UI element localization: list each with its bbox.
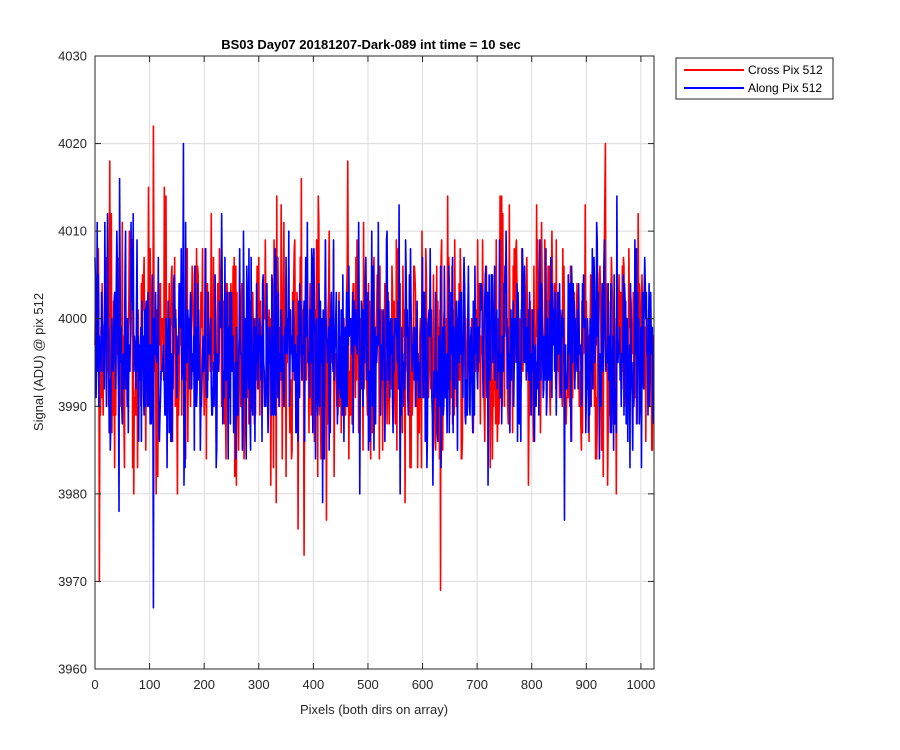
legend-box [675, 57, 834, 100]
x-tick-label: 300 [248, 677, 270, 692]
y-tick-label: 4020 [58, 136, 87, 151]
x-tick-label: 900 [575, 677, 597, 692]
y-tick-label: 3980 [58, 486, 87, 501]
legend-label-along: Along Pix 512 [748, 81, 822, 95]
legend: Cross Pix 512 Along Pix 512 [675, 57, 834, 100]
x-tick-label: 100 [139, 677, 161, 692]
x-tick-label: 1000 [626, 677, 655, 692]
x-tick-label: 800 [521, 677, 543, 692]
y-tick-label: 4010 [58, 224, 87, 239]
series-line-along-pix-512 [94, 142, 655, 609]
x-tick-label: 200 [193, 677, 215, 692]
x-tick-labels: 0 100 200 300 400 500 600 700 800 900 1000 [91, 677, 655, 692]
legend-label-cross: Cross Pix 512 [748, 63, 823, 77]
y-tick-label: 3990 [58, 399, 87, 414]
x-axis-label: Pixels (both dirs on array) [300, 702, 448, 717]
chart-title: BS03 Day07 20181207-Dark-089 int time = … [221, 37, 521, 52]
plot-frame [94, 55, 655, 670]
x-tick-label: 0 [91, 677, 98, 692]
y-tick-labels: 3960 3970 3980 3990 4000 4010 4020 4030 [58, 49, 87, 677]
x-tick-label: 500 [357, 677, 379, 692]
x-tick-label: 700 [466, 677, 488, 692]
data-series [94, 125, 655, 609]
x-tick-label: 600 [412, 677, 434, 692]
y-tick-label: 4030 [58, 49, 87, 64]
x-tick-label: 400 [303, 677, 325, 692]
y-tick-label: 4000 [58, 311, 87, 326]
tick-marks [94, 55, 654, 670]
plot-axes: 0 100 200 300 400 500 600 700 800 900 1000 3960 397… [58, 49, 655, 693]
y-tick-label: 3960 [58, 662, 87, 677]
y-axis-label: Signal (ADU) @ pix 512 [31, 293, 46, 431]
y-tick-label: 3970 [58, 574, 87, 589]
